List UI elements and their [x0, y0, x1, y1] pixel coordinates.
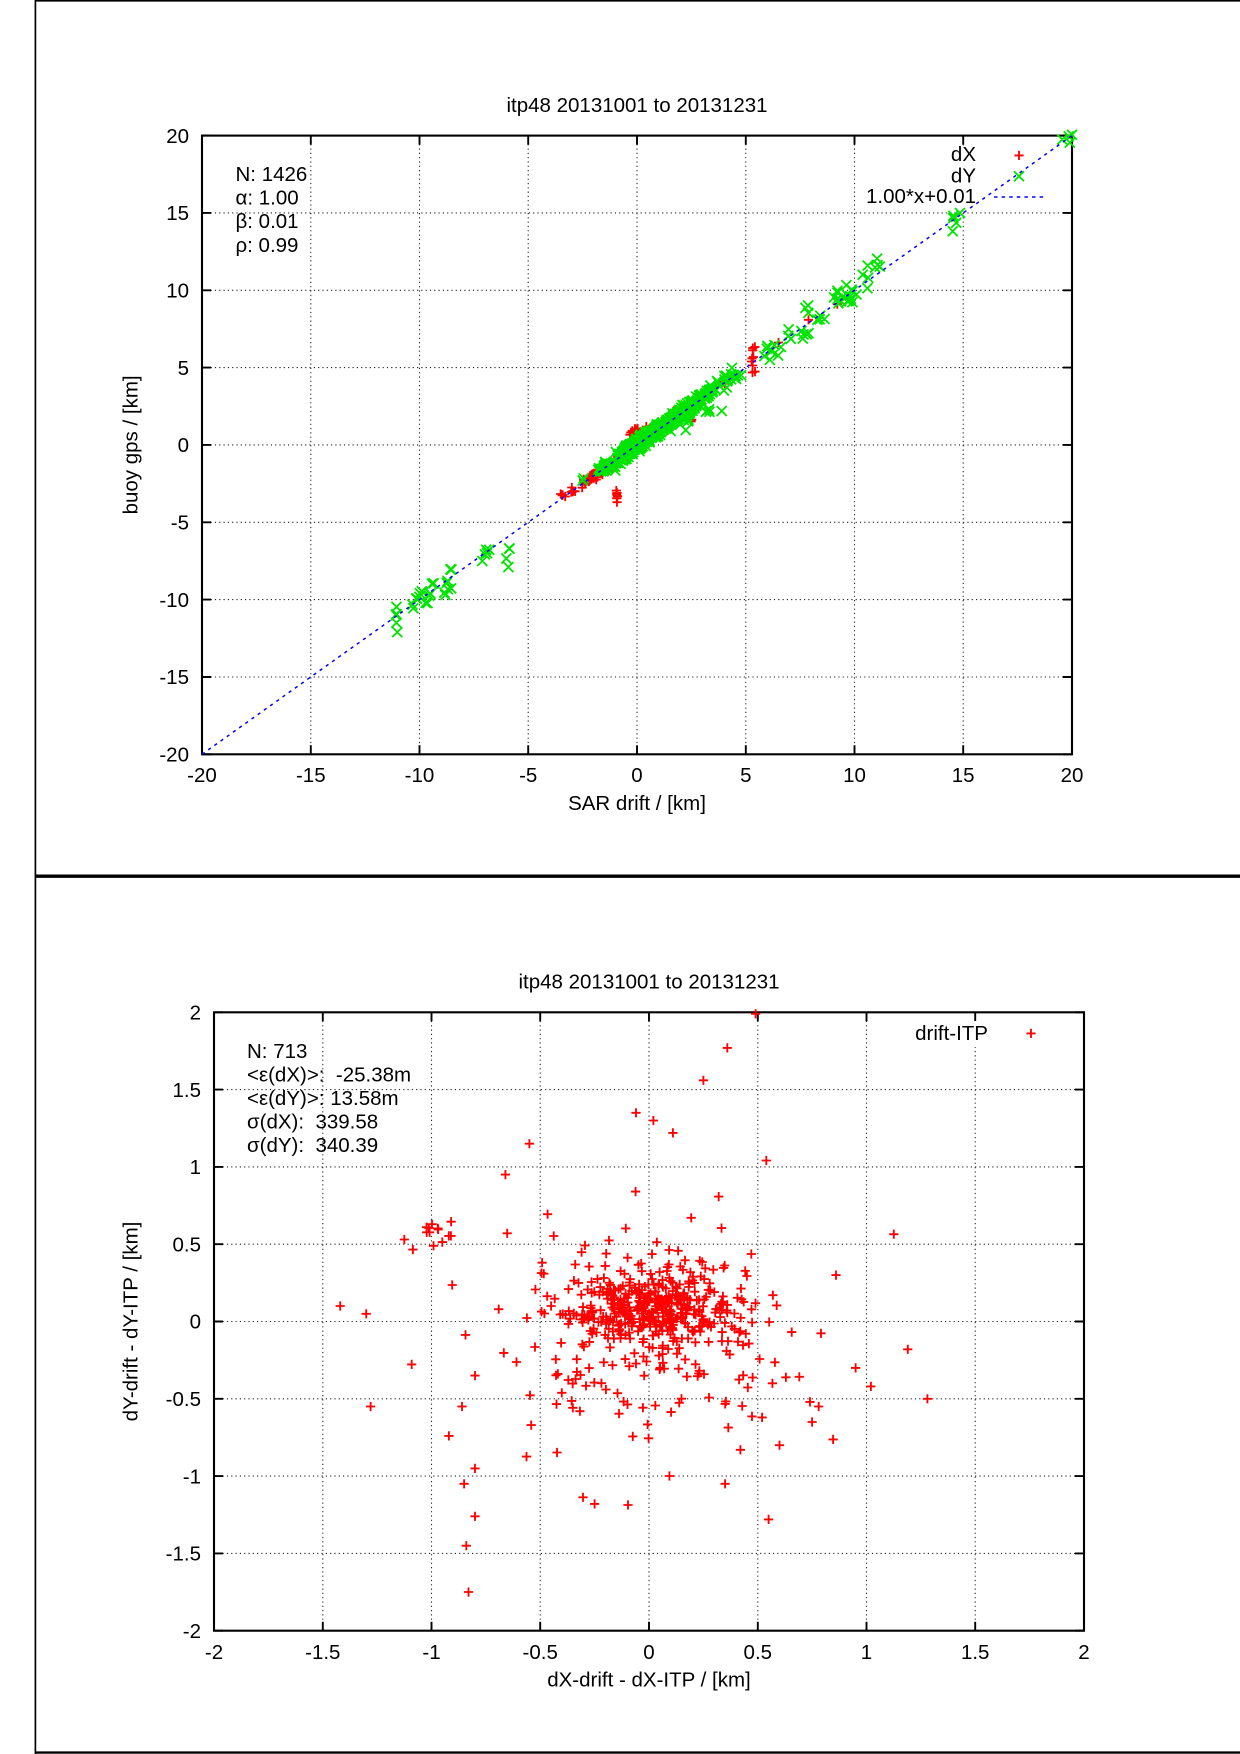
svg-text:-0.5: -0.5 [166, 1388, 201, 1411]
svg-text:σ(dY): 340.39: σ(dY): 340.39 [247, 1134, 378, 1157]
svg-text:10: 10 [166, 280, 189, 303]
svg-text:0: 0 [190, 1311, 201, 1334]
svg-text:-15: -15 [296, 764, 326, 787]
svg-text:-20: -20 [159, 744, 189, 767]
svg-text:<ε(dX)>: -25.38m: <ε(dX)>: -25.38m [247, 1063, 411, 1086]
svg-text:-15: -15 [159, 666, 189, 689]
svg-text:5: 5 [178, 357, 189, 380]
svg-text:β: 0.01: β: 0.01 [236, 210, 299, 233]
svg-text:1: 1 [190, 1156, 201, 1179]
svg-text:σ(dX): 339.58: σ(dX): 339.58 [247, 1111, 378, 1134]
svg-text:1.5: 1.5 [173, 1079, 202, 1102]
svg-text:-5: -5 [171, 512, 189, 535]
svg-text:N: 1426: N: 1426 [236, 163, 308, 186]
svg-text:0.5: 0.5 [173, 1233, 202, 1256]
svg-text:dX: dX [951, 143, 976, 166]
svg-text:-1: -1 [422, 1641, 440, 1664]
svg-text:2: 2 [190, 1002, 201, 1025]
svg-text:-2: -2 [183, 1620, 201, 1643]
svg-text:20: 20 [166, 125, 189, 148]
svg-text:itp48 20131001 to 20131231: itp48 20131001 to 20131231 [518, 970, 779, 993]
svg-text:itp48 20131001 to 20131231: itp48 20131001 to 20131231 [506, 94, 767, 117]
svg-text:α: 1.00: α: 1.00 [236, 187, 299, 210]
svg-text:-2: -2 [205, 1641, 223, 1664]
svg-text:-1: -1 [183, 1465, 201, 1488]
svg-text:-10: -10 [159, 589, 189, 612]
svg-text:20: 20 [1061, 764, 1084, 787]
svg-text:1.5: 1.5 [961, 1641, 990, 1664]
svg-text:ρ: 0.99: ρ: 0.99 [236, 234, 299, 257]
svg-text:dY: dY [951, 164, 976, 187]
svg-text:-0.5: -0.5 [523, 1641, 558, 1664]
svg-text:1: 1 [861, 1641, 872, 1664]
svg-text:0: 0 [631, 764, 642, 787]
svg-text:buoy gps / [km]: buoy gps / [km] [120, 375, 143, 514]
svg-text:-1.5: -1.5 [166, 1543, 201, 1566]
svg-text:-20: -20 [187, 764, 217, 787]
svg-text:5: 5 [740, 764, 751, 787]
svg-text:drift-ITP: drift-ITP [915, 1022, 988, 1045]
svg-text:SAR drift / [km]: SAR drift / [km] [568, 792, 706, 815]
svg-text:10: 10 [843, 764, 866, 787]
svg-text:2: 2 [1078, 1641, 1089, 1664]
svg-text:0.5: 0.5 [744, 1641, 773, 1664]
svg-text:N: 713: N: 713 [247, 1040, 307, 1063]
svg-text:-5: -5 [519, 764, 537, 787]
svg-text:15: 15 [166, 202, 189, 225]
svg-text:0: 0 [178, 434, 189, 457]
svg-text:15: 15 [952, 764, 975, 787]
svg-text:0: 0 [643, 1641, 654, 1664]
svg-text:dX-drift - dX-ITP / [km]: dX-drift - dX-ITP / [km] [547, 1669, 751, 1692]
svg-text:dY-drift - dY-ITP / [km]: dY-drift - dY-ITP / [km] [120, 1222, 143, 1422]
svg-text:-10: -10 [405, 764, 435, 787]
svg-text:-1.5: -1.5 [305, 1641, 340, 1664]
svg-text:<ε(dY)>: 13.58m: <ε(dY)>: 13.58m [247, 1087, 399, 1110]
svg-text:1.00*x+0.01: 1.00*x+0.01 [866, 185, 976, 208]
